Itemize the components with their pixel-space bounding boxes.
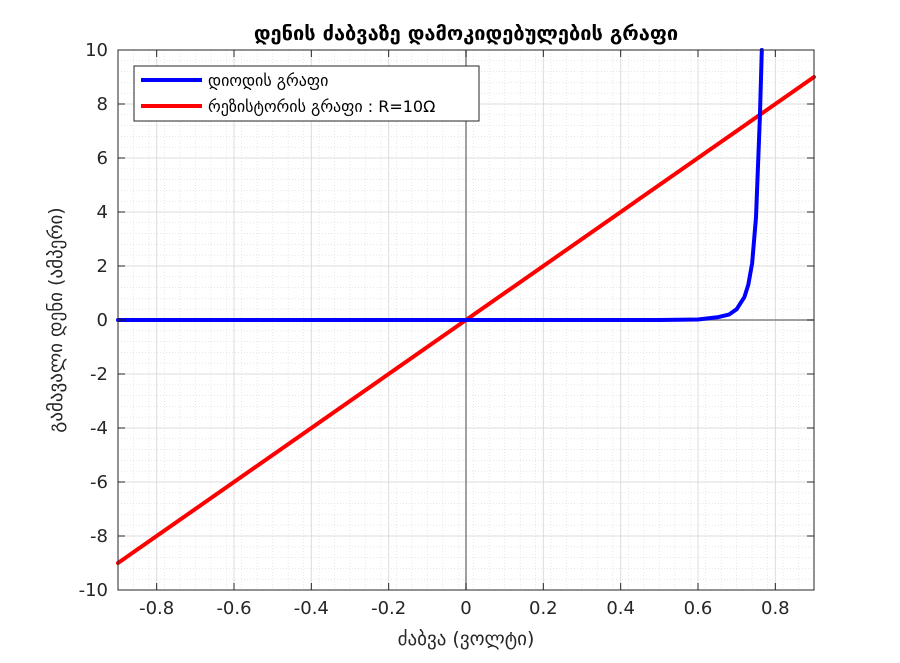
x-tick-label: 0.4	[606, 598, 635, 619]
chart-title: დენის ძაბვაზე დამოკიდებულების გრაფი	[254, 21, 678, 45]
legend: დიოდის გრაფი რეზისტორის გრაფი : R=10Ω	[133, 65, 480, 122]
legend-box	[133, 65, 480, 122]
legend-label-diode: დიოდის გრაფი	[208, 71, 328, 90]
y-tick-marks	[118, 49, 814, 591]
y-tick-label: -2	[90, 364, 108, 385]
x-tick-label: -0.6	[216, 598, 251, 619]
y-tick-label: 6	[97, 148, 108, 169]
y-tick-label: 2	[97, 256, 108, 277]
y-tick-label: 0	[97, 310, 108, 331]
x-tick-label: 0.6	[684, 598, 713, 619]
y-tick-label: -4	[90, 418, 108, 439]
series-layer	[116, 48, 816, 565]
x-tick-label: 0.8	[761, 598, 790, 619]
y-tick-label: -8	[90, 526, 108, 547]
y-axis-label: გამავალი დენი (ამპერი)	[45, 207, 67, 432]
x-tick-label: -0.4	[294, 598, 329, 619]
diode-curve	[116, 48, 764, 322]
y-tick-labels: -10 -8 -6 -4 -2 0 2 4 6 8 10	[79, 40, 108, 601]
x-tick-label: 0.2	[529, 598, 558, 619]
legend-label-resistor: რეზისტორის გრაფი : R=10Ω	[208, 97, 435, 116]
x-tick-labels: -0.8 -0.6 -0.4 -0.2 0 0.2 0.4 0.6 0.8	[139, 598, 790, 619]
x-tick-marks	[156, 50, 776, 590]
y-tick-label: -6	[90, 472, 108, 493]
y-tick-label: 8	[97, 94, 108, 115]
x-tick-label: -0.2	[371, 598, 406, 619]
y-tick-label: 10	[85, 40, 108, 61]
x-axis-label: ძაბვა (ვოლტი)	[398, 628, 535, 650]
y-tick-label: -10	[79, 580, 108, 601]
x-tick-label: 0	[460, 598, 471, 619]
y-tick-label: 4	[97, 202, 108, 223]
x-tick-label: -0.8	[139, 598, 174, 619]
